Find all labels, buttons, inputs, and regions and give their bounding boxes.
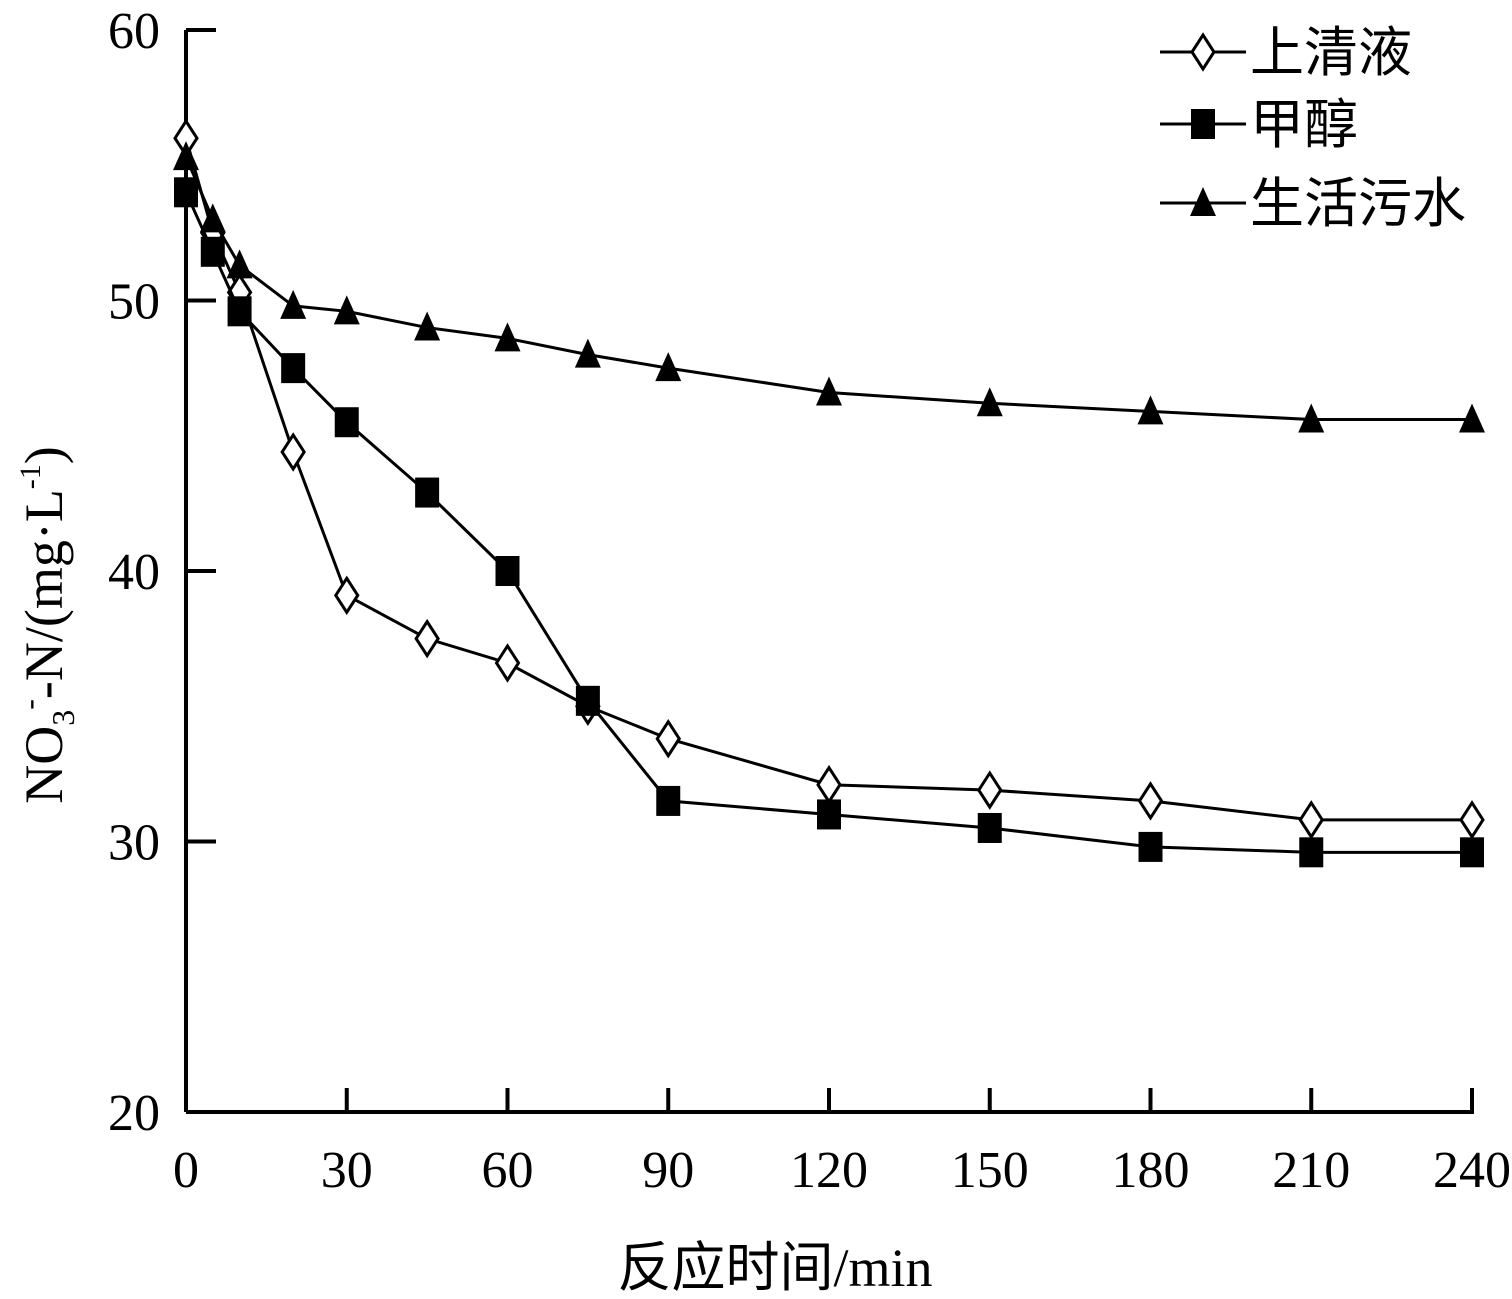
data-point <box>655 718 682 759</box>
y-axis-title-sup2: -1 <box>14 464 47 489</box>
data-point <box>817 799 841 830</box>
x-tick-label: 30 <box>321 1142 373 1199</box>
legend-label: 生活污水 <box>1250 174 1466 234</box>
data-point <box>655 352 682 382</box>
series-layer <box>173 118 1485 868</box>
data-point <box>281 353 306 384</box>
data-point <box>334 407 359 438</box>
x-tick-label: 150 <box>951 1142 1029 1199</box>
data-point <box>977 812 1002 843</box>
data-point <box>574 338 601 368</box>
data-point <box>1459 403 1485 433</box>
x-tick-label: 120 <box>790 1142 868 1199</box>
y-tick-label: 40 <box>108 544 160 601</box>
x-tick-label: 180 <box>1112 1142 1190 1199</box>
x-tick-label: 210 <box>1272 1142 1350 1199</box>
data-point <box>415 477 440 508</box>
y-tick-label: 20 <box>108 1085 160 1142</box>
y-axis-title-sub: 3 <box>45 710 81 726</box>
legend-marker <box>1191 109 1215 139</box>
data-point <box>976 387 1003 417</box>
data-point <box>333 575 360 616</box>
data-point <box>1460 837 1484 868</box>
data-point <box>1137 781 1164 821</box>
legend-item-3: 生活污水 <box>1160 174 1466 234</box>
y-axis-title-rest: -N/(mg·L <box>14 489 74 699</box>
data-point <box>495 556 520 586</box>
data-point <box>333 295 360 325</box>
y-axis-title-base: NO <box>14 726 74 804</box>
legend-item-2: 甲醇 <box>1160 95 1358 155</box>
x-axis-title: 反应时间/min <box>617 1238 932 1298</box>
axes: 20 30 40 50 60 0 30 60 90 120 150 180 210 240 <box>108 3 1511 1199</box>
data-point <box>976 770 1003 810</box>
y-tick-label: 30 <box>108 815 160 872</box>
data-point <box>575 685 600 716</box>
x-tick-label: 90 <box>642 1142 694 1199</box>
data-point <box>1137 395 1164 425</box>
data-point <box>226 249 253 279</box>
legend-label: 甲醇 <box>1250 95 1358 155</box>
legend-marker <box>1190 187 1216 216</box>
legend-marker <box>1190 32 1216 72</box>
data-point <box>173 141 199 171</box>
x-tick-label: 60 <box>482 1142 534 1199</box>
data-point <box>816 376 842 406</box>
x-tick-label: 240 <box>1433 1142 1511 1199</box>
data-point <box>414 311 441 341</box>
data-point <box>199 203 226 233</box>
data-point <box>200 236 225 267</box>
data-point <box>174 177 198 208</box>
series-2 <box>174 177 1484 868</box>
series-3 <box>173 141 1485 433</box>
data-point <box>280 432 306 472</box>
data-point <box>1459 800 1485 840</box>
series-line <box>184 191 1472 854</box>
y-tick-label: 60 <box>108 3 160 60</box>
y-axis-title-end: ) <box>14 446 74 464</box>
x-tick-label: 0 <box>173 1142 199 1199</box>
data-point <box>414 618 440 659</box>
y-axis-title: NO3--N/(mg·L-1) <box>11 446 81 804</box>
data-point <box>1299 837 1324 868</box>
series-line <box>184 137 1472 822</box>
data-point <box>494 643 521 683</box>
y-tick-label: 50 <box>108 274 160 331</box>
data-point <box>227 296 252 327</box>
data-point <box>494 322 521 352</box>
y-axis-title-sup: - <box>11 699 47 710</box>
data-point <box>816 764 842 805</box>
data-point <box>656 785 681 816</box>
data-point <box>1298 800 1325 840</box>
data-point <box>1138 831 1163 862</box>
legend-item-1: 上清液 <box>1160 23 1412 83</box>
data-point <box>280 289 307 319</box>
data-point <box>1298 403 1325 433</box>
legend-label: 上清液 <box>1250 23 1412 83</box>
